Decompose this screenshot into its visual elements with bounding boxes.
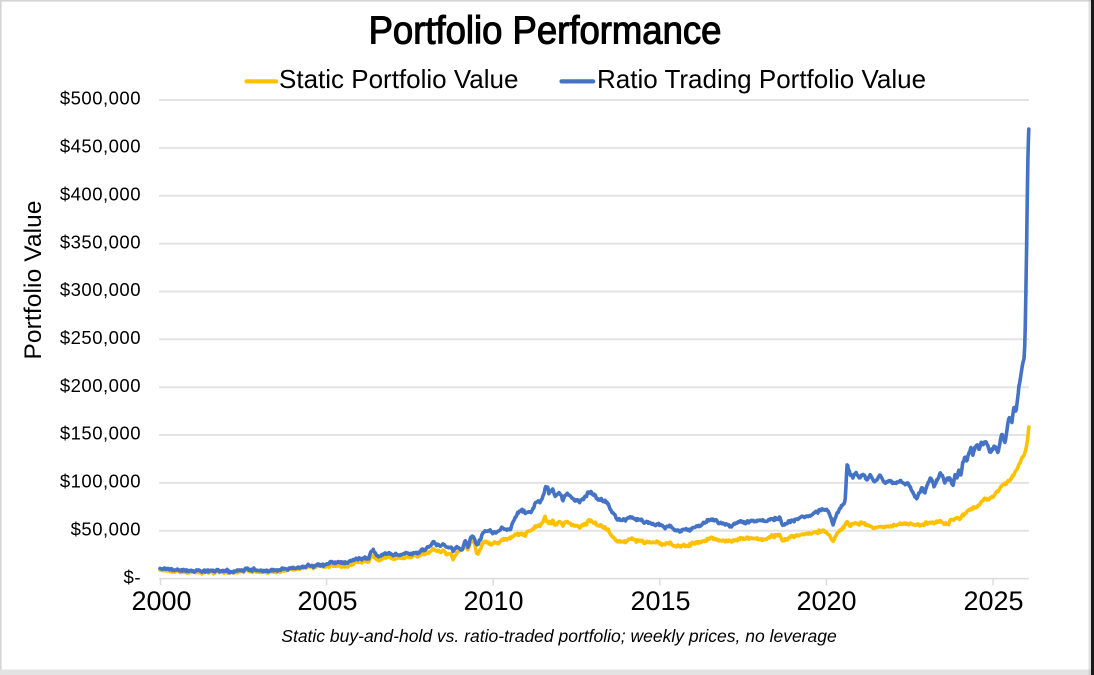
svg-text:Portfolio Value: Portfolio Value xyxy=(20,201,47,360)
svg-text:2025: 2025 xyxy=(963,586,1023,616)
svg-text:2010: 2010 xyxy=(463,586,523,616)
svg-text:Static buy-and-hold vs. ratio-: Static buy-and-hold vs. ratio-traded por… xyxy=(281,626,837,646)
svg-text:$150,000: $150,000 xyxy=(60,423,141,444)
svg-text:2005: 2005 xyxy=(297,586,357,616)
svg-text:$350,000: $350,000 xyxy=(60,231,141,252)
svg-text:Static Portfolio Value: Static Portfolio Value xyxy=(279,64,518,94)
svg-text:2000: 2000 xyxy=(131,586,191,616)
svg-text:$200,000: $200,000 xyxy=(60,375,141,396)
svg-text:$100,000: $100,000 xyxy=(60,471,141,492)
svg-text:$250,000: $250,000 xyxy=(60,327,141,348)
svg-text:$500,000: $500,000 xyxy=(60,88,141,109)
svg-text:Ratio Trading Portfolio Value: Ratio Trading Portfolio Value xyxy=(597,64,926,94)
svg-text:Portfolio Performance: Portfolio Performance xyxy=(369,9,722,52)
svg-text:$300,000: $300,000 xyxy=(60,279,141,300)
svg-text:$450,000: $450,000 xyxy=(60,136,141,157)
svg-text:$50,000: $50,000 xyxy=(71,518,141,539)
svg-text:2020: 2020 xyxy=(796,586,856,616)
svg-text:$400,000: $400,000 xyxy=(60,183,141,204)
svg-text:$-: $- xyxy=(124,566,141,587)
svg-text:2015: 2015 xyxy=(630,586,690,616)
